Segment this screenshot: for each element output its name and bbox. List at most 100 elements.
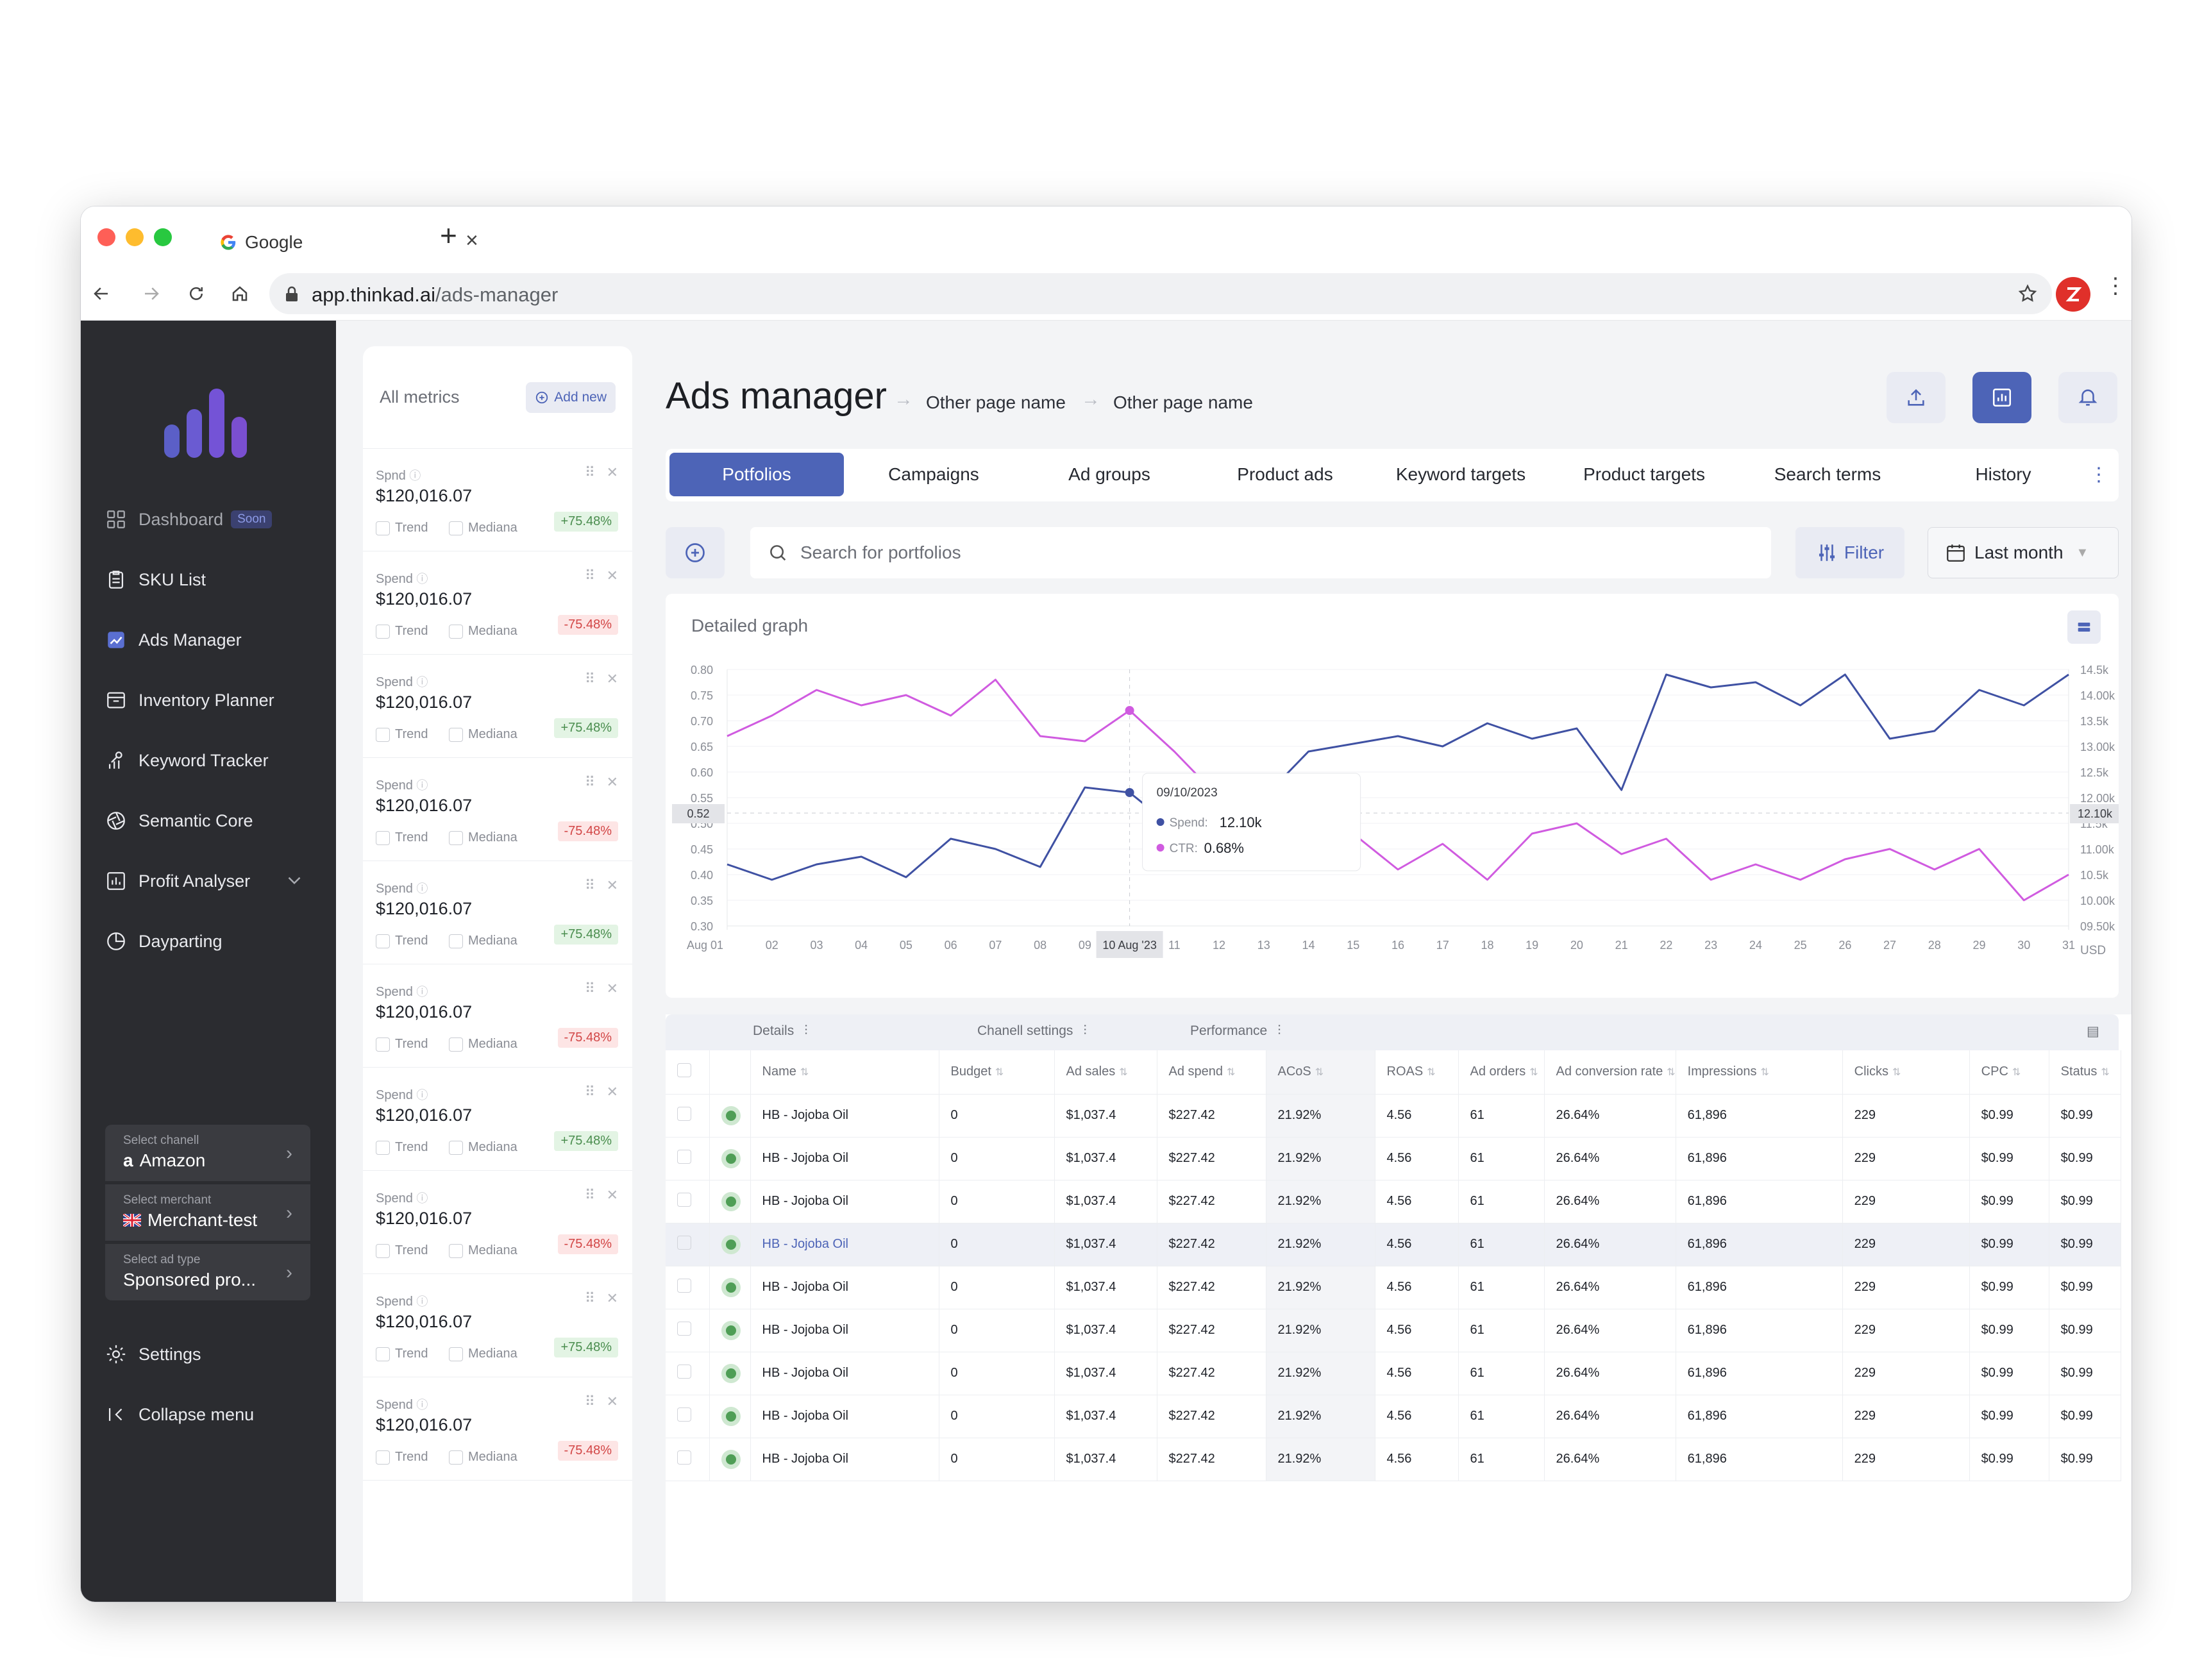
mediana-checkbox[interactable]: Mediana [449,1037,517,1052]
trend-checkbox[interactable]: Trend [376,830,428,845]
merchant-select[interactable]: Select merchant Merchant-test › [105,1184,310,1241]
metric-card[interactable]: Spnd ⓘ ⠿ ✕ $120,016.07 Trend Mediana +75.48% [363,449,632,551]
remove-metric-icon[interactable]: ✕ [606,774,618,790]
trend-checkbox[interactable]: Trend [376,1037,428,1052]
drag-handle-icon[interactable]: ⠿ [584,1393,595,1409]
browser-tab[interactable]: Google × [203,215,492,268]
line-chart[interactable]: 0.80 14.5k 0.75 14.00k 0.70 13.5k 0.65 13.00k 0.… [666,594,2119,998]
mediana-checkbox[interactable]: Mediana [449,727,517,742]
breadcrumb-item[interactable]: Other page name [1113,392,1253,412]
row-checkbox[interactable] [666,1395,710,1438]
mediana-checkbox[interactable]: Mediana [449,1243,517,1258]
table-row[interactable]: HB - Jojoba Oil 0 $1,037.4 $227.42 21.92% 4.5… [666,1309,2121,1352]
drag-handle-icon[interactable]: ⠿ [584,464,595,480]
table-row[interactable]: HB - Jojoba Oil 0 $1,037.4 $227.42 21.92% 4.5… [666,1094,2121,1138]
table-cell[interactable]: HB - Jojoba Oil [750,1309,939,1352]
mediana-checkbox[interactable]: Mediana [449,1140,517,1155]
column-header[interactable]: ROAS ⇅ [1375,1050,1459,1095]
sidebar-item-semantic-core[interactable]: Semantic Core [105,803,253,839]
add-metric-button[interactable]: Add new [526,382,616,413]
table-cell[interactable]: HB - Jojoba Oil [750,1395,939,1438]
notifications-button[interactable] [2058,372,2117,423]
row-checkbox[interactable] [666,1309,710,1352]
tab-history[interactable]: History [1975,464,2031,484]
column-header[interactable]: Status ⇅ [2049,1050,2121,1095]
tab-product-targets[interactable]: Product targets [1583,464,1705,484]
column-header[interactable]: CPC ⇅ [1969,1050,2049,1095]
more-tabs-icon[interactable]: ⋮ [2089,464,2108,485]
breadcrumb-item[interactable]: Other page name [926,392,1066,412]
remove-metric-icon[interactable]: ✕ [606,1393,618,1409]
metric-card[interactable]: Spend ⓘ ⠿ ✕ $120,016.07 Trend Mediana +75.48% [363,1275,632,1377]
remove-metric-icon[interactable]: ✕ [606,464,618,480]
column-header[interactable]: Ad sales ⇅ [1054,1050,1157,1095]
new-tab-icon[interactable]: + [440,219,457,252]
drag-handle-icon[interactable]: ⠿ [584,877,595,893]
column-header[interactable]: Ad spend ⇅ [1157,1050,1266,1095]
row-checkbox[interactable] [666,1223,710,1266]
tab-portfolios[interactable]: Potfolios [669,453,844,496]
row-checkbox[interactable] [666,1137,710,1180]
table-cell[interactable]: HB - Jojoba Oil [750,1266,939,1309]
metric-card[interactable]: Spend ⓘ ⠿ ✕ $120,016.07 Trend Mediana -75.48% [363,552,632,655]
row-checkbox[interactable] [666,1180,710,1223]
trend-checkbox[interactable]: Trend [376,1450,428,1465]
column-header[interactable]: ACoS ⇅ [1266,1050,1375,1095]
tab-keyword-targets[interactable]: Keyword targets [1395,464,1526,484]
mediana-checkbox[interactable]: Mediana [449,830,517,845]
date-range-select[interactable]: Last month ▼ [1928,527,2119,578]
column-header[interactable]: Ad conversion rate ⇅ [1544,1050,1676,1095]
chevron-down-icon[interactable] [283,869,317,896]
table-cell[interactable]: HB - Jojoba Oil [750,1438,939,1481]
add-button[interactable] [666,527,725,578]
browser-menu-icon[interactable]: ⋮ [2105,274,2126,298]
mediana-checkbox[interactable]: Mediana [449,934,517,948]
metric-card[interactable]: Spend ⓘ ⠿ ✕ $120,016.07 Trend Mediana +75.48% [363,655,632,758]
sidebar-item-dayparting[interactable]: Dayparting [105,923,223,959]
metric-card[interactable]: Spend ⓘ ⠿ ✕ $120,016.07 Trend Mediana +75.48% [363,1068,632,1171]
table-cell[interactable]: HB - Jojoba Oil [750,1352,939,1395]
tab-close-icon[interactable]: × [466,228,478,253]
table-row[interactable]: HB - Jojoba Oil 0 $1,037.4 $227.42 21.92% 4.5… [666,1223,2121,1266]
mediana-checkbox[interactable]: Mediana [449,1450,517,1465]
back-icon[interactable] [87,280,115,308]
select-all-checkbox[interactable] [666,1050,710,1095]
drag-handle-icon[interactable]: ⠿ [584,1084,595,1100]
remove-metric-icon[interactable]: ✕ [606,980,618,996]
metric-card[interactable]: Spend ⓘ ⠿ ✕ $120,016.07 Trend Mediana -75.48% [363,1172,632,1274]
table-cell[interactable]: HB - Jojoba Oil [750,1137,939,1180]
remove-metric-icon[interactable]: ✕ [606,671,618,687]
tab-ad-groups[interactable]: Ad groups [1068,464,1150,484]
tab-product-ads[interactable]: Product ads [1237,464,1333,484]
trend-checkbox[interactable]: Trend [376,624,428,639]
address-bar[interactable]: app.thinkad.ai/ads-manager [269,273,2052,314]
group-details[interactable]: Details ⫶ [753,1023,807,1039]
column-header[interactable]: Clicks ⇅ [1842,1050,1970,1095]
remove-metric-icon[interactable]: ✕ [606,877,618,893]
group-channel-settings[interactable]: Chanell settings ⫶ [977,1023,1087,1039]
metric-card[interactable]: Spend ⓘ ⠿ ✕ $120,016.07 Trend Mediana -75.48% [363,1378,632,1481]
drag-handle-icon[interactable]: ⠿ [584,1187,595,1203]
drag-handle-icon[interactable]: ⠿ [584,980,595,996]
search-input[interactable]: Search for portfolios [750,527,1771,578]
export-button[interactable] [1887,372,1946,423]
table-row[interactable]: HB - Jojoba Oil 0 $1,037.4 $227.42 21.92% 4.5… [666,1352,2121,1395]
table-row[interactable]: HB - Jojoba Oil 0 $1,037.4 $227.42 21.92% 4.5… [666,1395,2121,1438]
tab-campaigns[interactable]: Campaigns [888,464,979,484]
drag-handle-icon[interactable]: ⠿ [584,567,595,584]
tab-search-terms[interactable]: Search terms [1774,464,1881,484]
sidebar-item-inventory-planner[interactable]: Inventory Planner [105,682,274,718]
table-row[interactable]: HB - Jojoba Oil 0 $1,037.4 $227.42 21.92% 4.5… [666,1438,2121,1481]
table-cell[interactable]: HB - Jojoba Oil [750,1223,939,1266]
drag-handle-icon[interactable]: ⠿ [584,774,595,790]
maximize-window-button[interactable] [154,228,172,246]
table-row[interactable]: HB - Jojoba Oil 0 $1,037.4 $227.42 21.92% 4.5… [666,1180,2121,1223]
remove-metric-icon[interactable]: ✕ [606,1084,618,1100]
column-header[interactable]: Name ⇅ [750,1050,939,1095]
row-checkbox[interactable] [666,1266,710,1309]
bookmark-star-icon[interactable] [2017,283,2038,304]
metric-card[interactable]: Spend ⓘ ⠿ ✕ $120,016.07 Trend Mediana -75.48% [363,965,632,1068]
forward-icon[interactable] [137,280,165,308]
ad-type-select[interactable]: Select ad type Sponsored pro... › [105,1244,310,1300]
remove-metric-icon[interactable]: ✕ [606,1187,618,1203]
